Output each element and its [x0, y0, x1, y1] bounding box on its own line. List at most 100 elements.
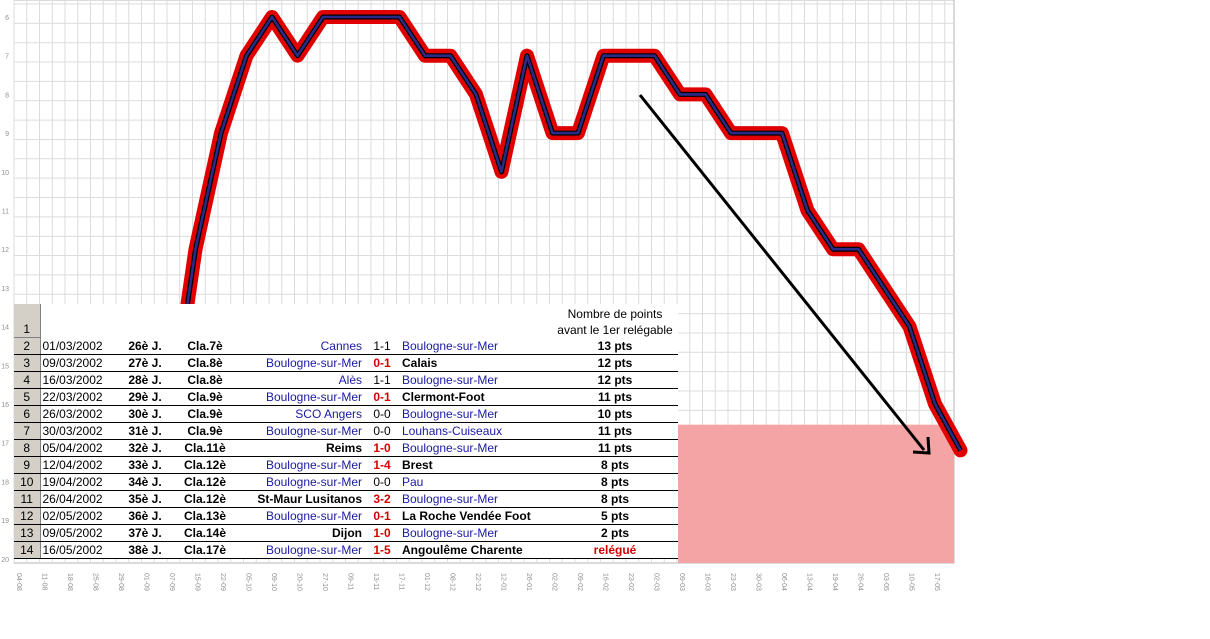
home-team-cell[interactable]: Boulogne-sur-Mer: [240, 388, 364, 406]
matchday-cell[interactable]: 35è J.: [120, 490, 170, 508]
ranking-cell[interactable]: Cla.11è: [170, 439, 240, 457]
table-row[interactable]: 10 19/04/2002 34è J. Cla.12è Boulogne-sur-Me…: [14, 473, 678, 491]
points-cell[interactable]: 8 pts: [552, 490, 678, 508]
table-row[interactable]: 6 26/03/2002 30è J. Cla.9è SCO Angers 0-0 Boul…: [14, 405, 678, 423]
date-cell[interactable]: 26/03/2002: [40, 405, 120, 423]
away-team-cell[interactable]: Boulogne-sur-Mer: [400, 490, 552, 508]
ranking-cell[interactable]: Cla.9è: [170, 388, 240, 406]
date-cell[interactable]: 16/03/2002: [40, 371, 120, 389]
ranking-cell[interactable]: Cla.8è: [170, 354, 240, 372]
date-cell[interactable]: 01/03/2002: [40, 337, 120, 355]
table-row[interactable]: 12 02/05/2002 36è J. Cla.13è Boulogne-sur-Me…: [14, 507, 678, 525]
ranking-cell[interactable]: Cla.14è: [170, 524, 240, 542]
matchday-cell[interactable]: 30è J.: [120, 405, 170, 423]
date-cell[interactable]: 19/04/2002: [40, 473, 120, 491]
away-team-cell[interactable]: Boulogne-sur-Mer: [400, 371, 552, 389]
matchday-cell[interactable]: 32è J.: [120, 439, 170, 457]
home-team-cell[interactable]: Cannes: [240, 337, 364, 355]
matchday-cell[interactable]: 34è J.: [120, 473, 170, 491]
table-row[interactable]: 4 16/03/2002 28è J. Cla.8è Alès 1-1 Boulogne-s…: [14, 371, 678, 389]
table-row[interactable]: 9 12/04/2002 33è J. Cla.12è Boulogne-sur-Mer…: [14, 456, 678, 474]
matchday-cell[interactable]: 36è J.: [120, 507, 170, 525]
ranking-cell[interactable]: Cla.13è: [170, 507, 240, 525]
points-cell[interactable]: 11 pts: [552, 439, 678, 457]
table-row[interactable]: 8 05/04/2002 32è J. Cla.11è Reims 1-0 Boulogne…: [14, 439, 678, 457]
points-cell[interactable]: 8 pts: [552, 456, 678, 474]
table-row[interactable]: 13 09/05/2002 37è J. Cla.14è Dijon 1-0 Boulogn…: [14, 524, 678, 542]
home-team-cell[interactable]: Boulogne-sur-Mer: [240, 507, 364, 525]
row-number[interactable]: 10: [14, 473, 41, 491]
table-row[interactable]: 11 26/04/2002 35è J. Cla.12è St-Maur Lusitan…: [14, 490, 678, 508]
matchday-cell[interactable]: 27è J.: [120, 354, 170, 372]
away-team-cell[interactable]: La Roche Vendée Foot: [400, 507, 552, 525]
points-cell[interactable]: 13 pts: [552, 337, 678, 355]
ranking-cell[interactable]: Cla.12è: [170, 473, 240, 491]
row-number[interactable]: 6: [14, 405, 41, 423]
score-cell[interactable]: 0-0: [364, 422, 400, 440]
score-cell[interactable]: 0-0: [364, 473, 400, 491]
away-team-cell[interactable]: Angoulême Charente: [400, 541, 552, 559]
row-number[interactable]: 9: [14, 456, 41, 474]
home-team-cell[interactable]: Boulogne-sur-Mer: [240, 422, 364, 440]
score-cell[interactable]: 1-1: [364, 337, 400, 355]
score-cell[interactable]: 0-1: [364, 388, 400, 406]
matchday-cell[interactable]: 38è J.: [120, 541, 170, 559]
away-team-cell[interactable]: Pau: [400, 473, 552, 491]
home-team-cell[interactable]: Boulogne-sur-Mer: [240, 541, 364, 559]
row-number[interactable]: 8: [14, 439, 41, 457]
points-cell[interactable]: relégué: [552, 541, 678, 559]
ranking-cell[interactable]: Cla.12è: [170, 456, 240, 474]
score-cell[interactable]: 1-5: [364, 541, 400, 559]
row-number[interactable]: 14: [14, 541, 41, 559]
points-cell[interactable]: 12 pts: [552, 371, 678, 389]
home-team-cell[interactable]: SCO Angers: [240, 405, 364, 423]
row-number[interactable]: 4: [14, 371, 41, 389]
ranking-cell[interactable]: Cla.17è: [170, 541, 240, 559]
home-team-cell[interactable]: Alès: [240, 371, 364, 389]
score-cell[interactable]: 1-0: [364, 439, 400, 457]
matchday-cell[interactable]: 37è J.: [120, 524, 170, 542]
ranking-cell[interactable]: Cla.7è: [170, 337, 240, 355]
row-number[interactable]: 12: [14, 507, 41, 525]
home-team-cell[interactable]: St-Maur Lusitanos: [240, 490, 364, 508]
home-team-cell[interactable]: Dijon: [240, 524, 364, 542]
matchday-cell[interactable]: 33è J.: [120, 456, 170, 474]
away-team-cell[interactable]: Brest: [400, 456, 552, 474]
matchday-cell[interactable]: 28è J.: [120, 371, 170, 389]
date-cell[interactable]: 05/04/2002: [40, 439, 120, 457]
score-cell[interactable]: 0-1: [364, 507, 400, 525]
row-number[interactable]: 13: [14, 524, 41, 542]
date-cell[interactable]: 16/05/2002: [40, 541, 120, 559]
table-row[interactable]: 7 30/03/2002 31è J. Cla.9è Boulogne-sur-Mer 0…: [14, 422, 678, 440]
away-team-cell[interactable]: Boulogne-sur-Mer: [400, 524, 552, 542]
table-row[interactable]: 2 01/03/2002 26è J. Cla.7è Cannes 1-1 Boulogne…: [14, 337, 678, 355]
score-cell[interactable]: 3-2: [364, 490, 400, 508]
table-row[interactable]: 5 22/03/2002 29è J. Cla.9è Boulogne-sur-Mer 0…: [14, 388, 678, 406]
row-number[interactable]: 11: [14, 490, 41, 508]
date-cell[interactable]: 30/03/2002: [40, 422, 120, 440]
points-cell[interactable]: 5 pts: [552, 507, 678, 525]
table-row[interactable]: 3 09/03/2002 27è J. Cla.8è Boulogne-sur-Mer 0…: [14, 354, 678, 372]
ranking-cell[interactable]: Cla.12è: [170, 490, 240, 508]
points-cell[interactable]: 8 pts: [552, 473, 678, 491]
points-cell[interactable]: 2 pts: [552, 524, 678, 542]
row-number[interactable]: 5: [14, 388, 41, 406]
date-cell[interactable]: 12/04/2002: [40, 456, 120, 474]
away-team-cell[interactable]: Boulogne-sur-Mer: [400, 337, 552, 355]
ranking-cell[interactable]: Cla.9è: [170, 405, 240, 423]
ranking-cell[interactable]: Cla.9è: [170, 422, 240, 440]
row-number[interactable]: 1: [14, 304, 41, 338]
row-number[interactable]: 2: [14, 337, 41, 355]
date-cell[interactable]: 26/04/2002: [40, 490, 120, 508]
points-cell[interactable]: 11 pts: [552, 388, 678, 406]
home-team-cell[interactable]: Reims: [240, 439, 364, 457]
matchday-cell[interactable]: 29è J.: [120, 388, 170, 406]
home-team-cell[interactable]: Boulogne-sur-Mer: [240, 456, 364, 474]
score-cell[interactable]: 0-0: [364, 405, 400, 423]
away-team-cell[interactable]: Calais: [400, 354, 552, 372]
matchday-cell[interactable]: 31è J.: [120, 422, 170, 440]
matchday-cell[interactable]: 26è J.: [120, 337, 170, 355]
date-cell[interactable]: 02/05/2002: [40, 507, 120, 525]
home-team-cell[interactable]: Boulogne-sur-Mer: [240, 354, 364, 372]
away-team-cell[interactable]: Boulogne-sur-Mer: [400, 405, 552, 423]
